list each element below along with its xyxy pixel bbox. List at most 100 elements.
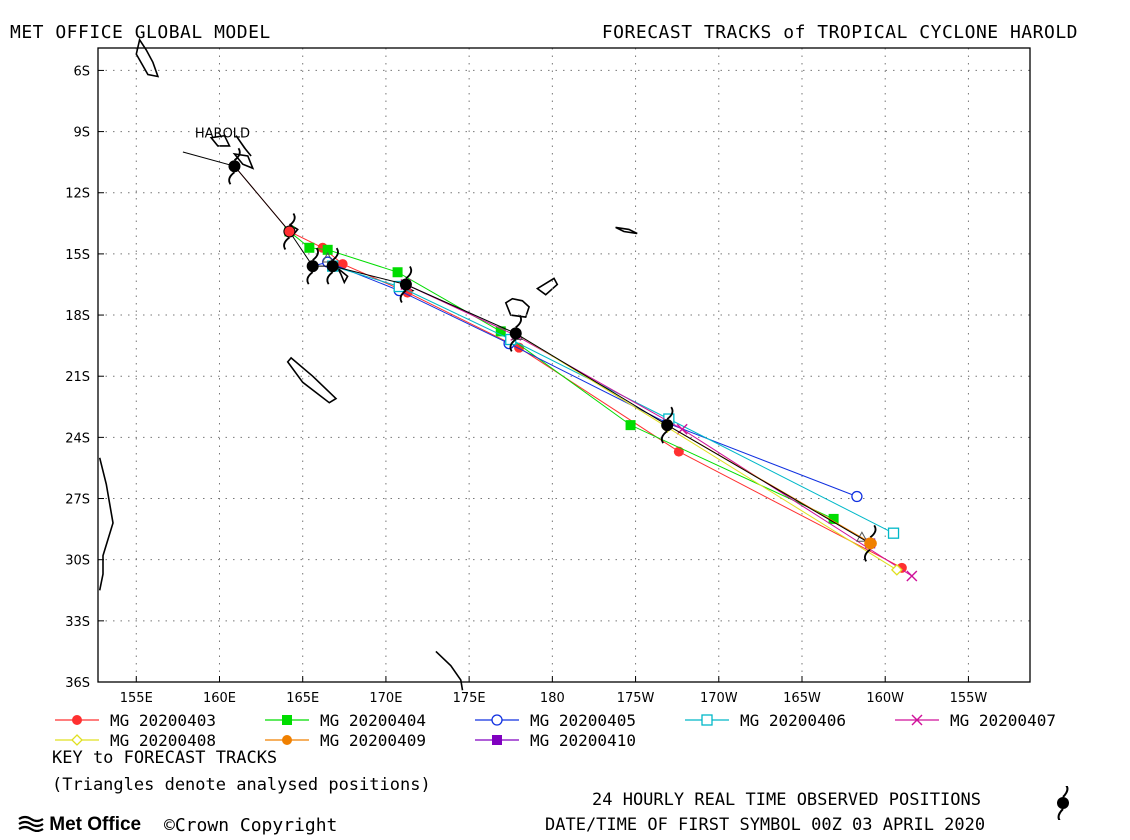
track-line — [332, 265, 894, 534]
y-tick-label: 30S — [65, 554, 90, 569]
track-mg-20200406 — [327, 260, 900, 539]
observed-cyclone-symbol — [228, 147, 241, 185]
first-symbol-date: DATE/TIME OF FIRST SYMBOL 00Z 03 APRIL 2… — [545, 815, 986, 835]
track-point — [828, 513, 839, 524]
coastline — [615, 226, 638, 235]
observed-cyclone-symbol — [660, 406, 674, 444]
coastline — [336, 267, 349, 285]
track-point — [673, 446, 684, 457]
model-title: MET OFFICE GLOBAL MODEL — [10, 22, 271, 43]
legend-entry: MG 20200406 — [685, 711, 846, 730]
legend: MG 20200403 MG 20200404 MG 20200405 MG 2020… — [55, 711, 1056, 750]
track-point — [322, 244, 333, 255]
legend-label: MG 20200410 — [530, 731, 636, 750]
observed-cyclone-symbol — [306, 247, 319, 285]
storm-label: HAROLD — [195, 127, 250, 142]
legend-label: MG 20200403 — [110, 711, 216, 730]
map-frame — [97, 47, 1031, 683]
x-tick-label: 160W — [866, 691, 904, 706]
track-mg-20200405 — [307, 256, 863, 503]
observed-cyclone-symbol — [509, 314, 522, 352]
x-tick-label: 155E — [120, 691, 153, 706]
legend-entry: MG 20200405 — [475, 711, 636, 730]
legend-entry: MG 20200409 — [265, 731, 426, 750]
coastline — [286, 356, 338, 404]
observed-cyclone-symbol — [326, 247, 339, 285]
coastline — [435, 650, 464, 691]
legend-entry: MG 20200408 — [55, 731, 216, 750]
track-point — [392, 267, 403, 278]
observed-cyclone-symbol — [399, 265, 413, 303]
legend-label: MG 20200406 — [740, 711, 846, 730]
met-office-wave-icon — [18, 815, 44, 833]
legend-entry: MG 20200404 — [265, 711, 426, 730]
track-point — [304, 242, 315, 253]
x-tick-label: 160E — [203, 691, 236, 706]
track-point — [890, 563, 903, 576]
legend-label: MG 20200409 — [320, 731, 426, 750]
legend-marker — [701, 714, 713, 726]
coastline — [98, 457, 114, 591]
key-title: KEY to FORECAST TRACKS — [52, 748, 278, 768]
y-tick-label: 36S — [65, 676, 90, 691]
y-tick-label: 12S — [65, 187, 90, 202]
track-line — [234, 165, 903, 569]
legend-label: MG 20200405 — [530, 711, 636, 730]
legend-entry: MG 20200403 — [55, 711, 216, 730]
forecast-tracks — [229, 161, 918, 582]
legend-label: MG 20200408 — [110, 731, 216, 750]
met-office-logo: Met Office — [18, 814, 141, 836]
coastline — [232, 152, 255, 170]
x-tick-label: 175W — [617, 691, 655, 706]
track-line — [405, 284, 913, 577]
legend-label: MG 20200404 — [320, 711, 426, 730]
legend-entry: MG 20200410 — [475, 731, 636, 750]
track-line — [289, 231, 834, 520]
legend-marker — [492, 735, 502, 745]
legend-marker — [72, 715, 82, 725]
observed-positions-label: 24 HOURLY REAL TIME OBSERVED POSITIONS — [592, 790, 981, 810]
copyright-text: Crown Copyright — [174, 815, 338, 836]
grid-lines — [98, 48, 1030, 683]
y-tick-label: 9S — [73, 126, 90, 141]
track-point — [887, 527, 900, 539]
key-note: (Triangles denote analysed positions) — [52, 775, 431, 795]
legend-marker — [71, 734, 83, 746]
track-point — [851, 490, 863, 503]
x-tick-label: 175E — [453, 691, 486, 706]
track-point — [284, 226, 295, 237]
track-mg-20200403 — [229, 161, 907, 573]
legend-marker — [282, 715, 292, 725]
y-tick-label: 27S — [65, 493, 90, 508]
brand-name: Met Office — [49, 814, 142, 835]
track-line — [312, 261, 858, 497]
axis-ticks: 155E 160E 165E 170E 175E 180 175W 170W 165W 160W 1… — [65, 64, 987, 706]
y-tick-label: 24S — [65, 431, 90, 446]
track-point — [495, 326, 506, 337]
observed-cyclone-symbol — [864, 524, 877, 562]
x-tick-label: 170E — [369, 691, 402, 706]
track-mg-20200404 — [284, 226, 839, 524]
y-tick-label: 33S — [65, 615, 90, 630]
legend-label: MG 20200407 — [950, 711, 1056, 730]
y-tick-label: 6S — [73, 64, 90, 79]
chart-title: FORECAST TRACKS of TROPICAL CYCLONE HARO… — [601, 22, 1078, 43]
track-point — [676, 423, 688, 435]
x-tick-label: 155W — [950, 691, 988, 706]
x-tick-label: 165W — [783, 691, 821, 706]
x-tick-label: 165E — [286, 691, 319, 706]
y-tick-label: 21S — [65, 370, 90, 385]
coastline — [135, 37, 160, 78]
y-tick-label: 18S — [65, 309, 90, 324]
x-tick-label: 170W — [700, 691, 738, 706]
coastline — [209, 134, 231, 147]
x-tick-label: 180 — [540, 691, 565, 706]
observed-positions — [182, 147, 877, 562]
coastline — [235, 135, 252, 157]
coastline — [504, 297, 531, 318]
track-point — [625, 420, 636, 431]
coastlines — [98, 37, 638, 691]
copyright-icon: © — [164, 815, 175, 836]
legend-marker — [491, 714, 503, 726]
